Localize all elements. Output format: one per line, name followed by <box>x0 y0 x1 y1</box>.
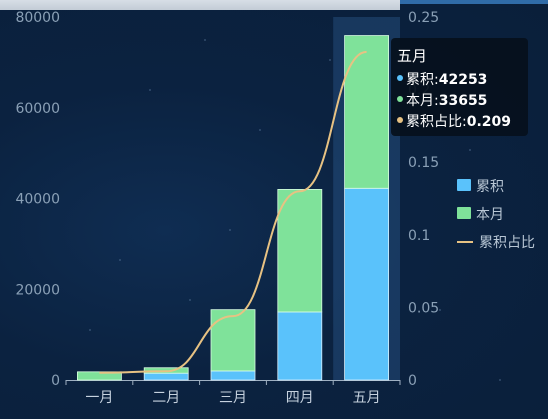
y-right-tick-label: 0 <box>408 373 417 389</box>
tooltip-value: 42253 <box>438 72 488 88</box>
tooltip-value: 33655 <box>438 93 488 109</box>
x-tick-label: 四月 <box>286 390 314 406</box>
chart-tooltip: 五月 累积:42253 本月:33655 累积占比:0.209 <box>391 38 528 136</box>
legend-label: 本月 <box>476 207 504 223</box>
tooltip-label: 累积: <box>406 72 439 88</box>
bar-monthly <box>344 35 390 189</box>
y-right-tick-label: 0.1 <box>408 228 430 244</box>
y-right-tick-label: 0.05 <box>408 300 439 316</box>
y-left-tick-label: 40000 <box>15 192 60 208</box>
legend-label: 累积占比 <box>479 235 535 251</box>
background-star <box>329 59 331 61</box>
window-top-bar <box>0 0 400 10</box>
legend-swatch-cumulative <box>457 179 471 191</box>
y-left-tick-label: 0 <box>51 373 60 389</box>
background-star <box>204 39 206 41</box>
legend-swatch-monthly <box>457 207 471 219</box>
background-star <box>189 299 191 301</box>
tooltip-row-ratio: 累积占比:0.209 <box>397 112 522 133</box>
x-tick-label: 一月 <box>85 390 113 406</box>
background-star <box>149 89 151 91</box>
background-star <box>259 129 261 131</box>
y-left-tick-label: 20000 <box>15 282 60 298</box>
bar-cumulative <box>210 370 256 381</box>
line-cumulative-ratio <box>99 50 367 374</box>
bar-cumulative <box>143 372 189 381</box>
y-left-tick-label: 60000 <box>15 101 60 117</box>
x-tick-label: 三月 <box>219 390 247 406</box>
background-star <box>499 379 501 381</box>
bar-monthly <box>277 189 323 313</box>
tooltip-label: 本月: <box>406 93 439 109</box>
tooltip-dot-cumulative <box>397 75 403 81</box>
legend-label: 累积 <box>476 179 504 195</box>
bar-cumulative <box>277 311 323 381</box>
background-star <box>119 259 121 261</box>
bar-cumulative <box>344 187 390 381</box>
bar-monthly <box>210 309 256 372</box>
tooltip-dot-monthly <box>397 96 403 102</box>
y-right-tick-label: 0.15 <box>408 155 439 171</box>
tooltip-label: 累积占比: <box>406 114 467 130</box>
y-right-tick-label: 0.25 <box>408 10 439 26</box>
background-star <box>89 329 91 331</box>
background-star <box>469 149 471 151</box>
window-top-accent <box>400 0 548 4</box>
x-tick-label: 五月 <box>353 390 381 406</box>
y-left-tick-label: 80000 <box>15 10 60 26</box>
background-star <box>439 309 441 311</box>
tooltip-dot-ratio <box>397 117 403 123</box>
tooltip-title: 五月 <box>397 47 428 65</box>
tooltip-row-cumulative: 累积:42253 <box>397 70 522 91</box>
tooltip-row-monthly: 本月:33655 <box>397 91 522 112</box>
tooltip-value: 0.209 <box>466 114 512 130</box>
x-tick-label: 二月 <box>152 390 180 406</box>
background-star <box>229 229 231 231</box>
